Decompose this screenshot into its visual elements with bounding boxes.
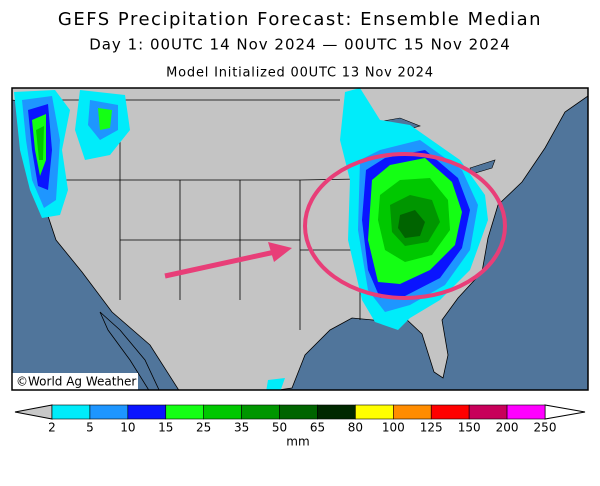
credit: ©World Ag Weather <box>16 375 136 389</box>
colorbar-swatch <box>89 404 129 420</box>
colorbar: 2 5 10 15 25 35 50 65 80 100 125 150 200 250 <box>14 404 586 435</box>
colorbar-swatch <box>241 404 280 420</box>
colorbar-swatch <box>165 404 204 420</box>
colorbar-low-extend <box>14 404 53 420</box>
colorbar-label: 5 <box>86 421 94 435</box>
colorbar-label: 35 <box>234 421 249 435</box>
colorbar-label: 50 <box>272 421 287 435</box>
colorbar-label: 65 <box>310 421 325 435</box>
colorbar-swatch <box>279 404 318 420</box>
colorbar-label: 250 <box>534 421 557 435</box>
colorbar-label: 15 <box>158 421 173 435</box>
colorbar-swatch <box>393 404 432 420</box>
colorbar-label: 2 <box>48 421 56 435</box>
colorbar-label: 200 <box>496 421 519 435</box>
colorbar-swatch <box>317 404 356 420</box>
highlight-ellipse <box>303 152 507 300</box>
colorbar-label: 10 <box>120 421 135 435</box>
init-time: Model Initialized 00UTC 13 Nov 2024 <box>166 66 434 81</box>
precipitation <box>14 88 488 390</box>
colorbar-label: 25 <box>196 421 211 435</box>
colorbar-label: 150 <box>458 421 481 435</box>
colorbar-swatch <box>203 404 242 420</box>
colorbar-swatch <box>430 404 470 420</box>
credit-box <box>12 373 138 390</box>
map: ©World Ag Weather <box>11 87 589 391</box>
colorbar-swatch <box>468 404 508 420</box>
colorbar-swatch <box>355 404 394 420</box>
highlight-arrowhead <box>268 242 292 262</box>
title: GEFS Precipitation Forecast: Ensemble Me… <box>58 9 542 30</box>
baja <box>99 311 160 390</box>
map-frame <box>11 87 589 391</box>
subtitle: Day 1: 00UTC 14 Nov 2024 — 00UTC 15 Nov … <box>89 36 511 54</box>
colorbar-high-extend <box>544 404 586 420</box>
colorbar-swatch <box>51 404 91 420</box>
colorbar-label: 80 <box>348 421 363 435</box>
colorbar-label: 100 <box>382 421 405 435</box>
colorbar-swatch <box>506 404 546 420</box>
colorbar-unit: mm <box>286 435 309 449</box>
colorbar-swatch <box>127 404 167 420</box>
colorbar-label: 125 <box>420 421 443 435</box>
highlight-arrow <box>164 249 276 279</box>
